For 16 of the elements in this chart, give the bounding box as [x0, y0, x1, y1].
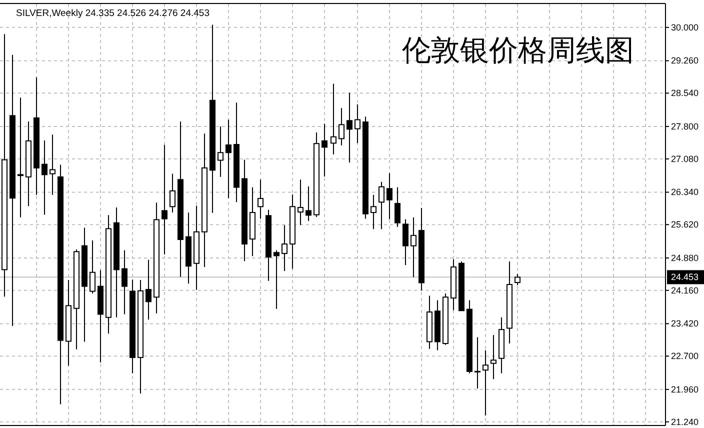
y-tick-label: 21.960 [671, 384, 699, 394]
y-tick-label: 24.160 [671, 285, 699, 296]
y-tick-label: 22.700 [671, 351, 699, 362]
y-tick-label: 23.420 [671, 318, 699, 329]
y-tick-label: 28.540 [671, 88, 699, 98]
y-tick-label: 27.800 [671, 121, 699, 132]
y-tick-label: 21.240 [671, 416, 699, 427]
y-tick-label: 30.000 [671, 22, 699, 32]
text: 伦敦银价格周线图 [402, 33, 634, 67]
y-tick-label: 27.080 [671, 154, 699, 164]
y-tick-label: 25.620 [671, 220, 699, 230]
y-tick-label: 29.260 [671, 56, 699, 66]
y-tick-label: 26.340 [671, 187, 699, 198]
y-tick-label: 24.880 [671, 252, 699, 263]
ref-line-label: 24.453 [671, 272, 699, 282]
chart-subtitle: SILVER,Weekly 24.335 24.526 24.276 24.453 [16, 8, 210, 19]
